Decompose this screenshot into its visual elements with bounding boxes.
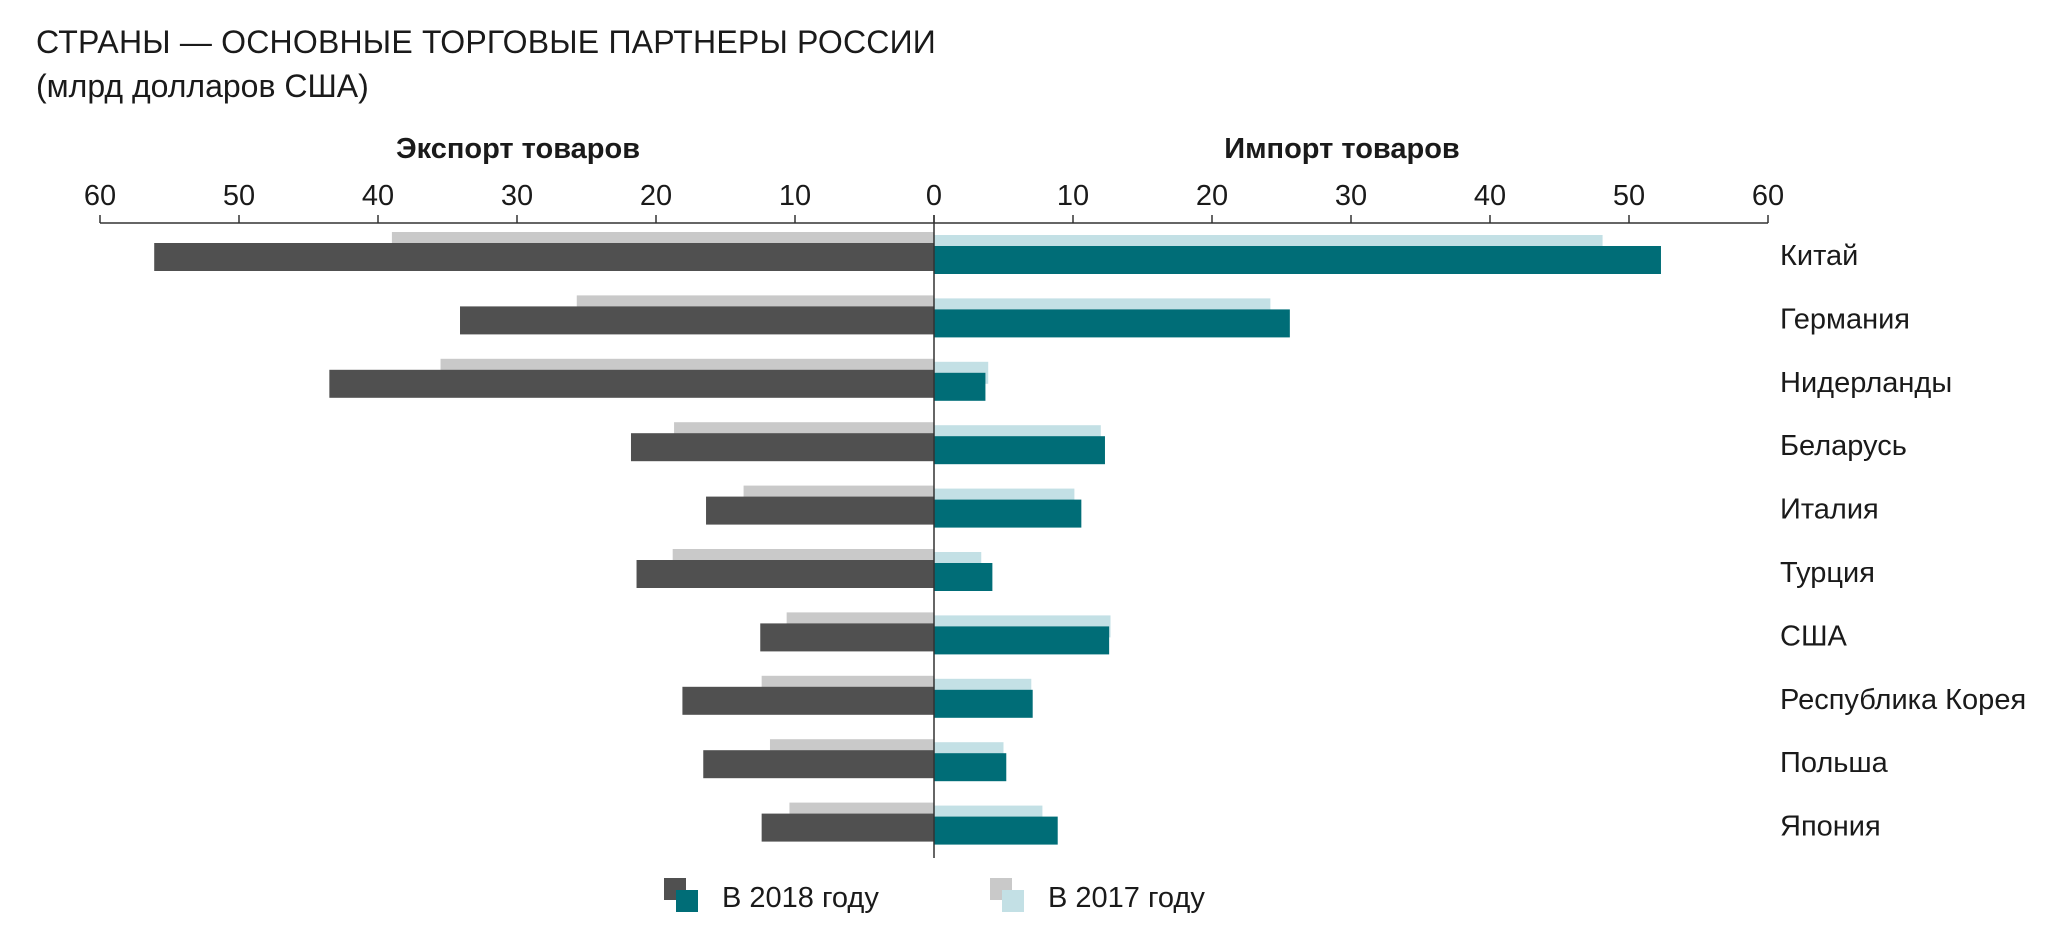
legend-swatch-import xyxy=(1002,890,1024,912)
category-label: Польша xyxy=(1780,747,1889,779)
export-panel-label: Экспорт товаров xyxy=(396,133,640,165)
chart-subtitle: (млрд долларов США) xyxy=(36,68,369,104)
tick-label: 30 xyxy=(1335,180,1367,212)
category-label: Италия xyxy=(1780,494,1879,526)
bar-export-2018 xyxy=(761,813,934,842)
category-label: Республика Корея xyxy=(1780,684,2026,716)
bar-import-2018 xyxy=(934,499,1082,528)
bar-import-2018 xyxy=(934,436,1105,465)
bar-import-2018 xyxy=(934,372,986,401)
tick-label: 50 xyxy=(223,180,255,212)
bar-import-2018 xyxy=(934,246,1661,274)
category-label: Турция xyxy=(1780,557,1875,589)
bar-export-2018 xyxy=(329,369,935,398)
tick-label: 20 xyxy=(1196,180,1228,212)
bar-import-2018 xyxy=(934,753,1007,782)
legend-label-2017: В 2017 году xyxy=(1048,882,1205,914)
bar-export-2018 xyxy=(154,243,934,271)
tick-label: 10 xyxy=(779,180,811,212)
category-label: Германия xyxy=(1780,303,1910,335)
category-label: США xyxy=(1780,620,1848,652)
tick-label: 50 xyxy=(1613,180,1645,212)
bar-import-2018 xyxy=(934,309,1290,338)
tick-label: 40 xyxy=(362,180,394,212)
bar-export-2018 xyxy=(636,560,934,588)
bar-import-2018 xyxy=(934,563,993,591)
tick-label: 20 xyxy=(640,180,672,212)
chart-title: СТРАНЫ — ОСНОВНЫЕ ТОРГОВЫЕ ПАРТНЕРЫ РОСС… xyxy=(36,24,937,60)
legend-label-2018: В 2018 году xyxy=(722,882,879,914)
legend-swatch-import xyxy=(676,890,698,912)
tick-label: 0 xyxy=(926,180,942,212)
bar-import-2018 xyxy=(934,816,1058,845)
category-label: Беларусь xyxy=(1780,430,1907,462)
tick-label: 60 xyxy=(84,180,116,212)
bar-export-2018 xyxy=(703,750,934,779)
import-panel-label: Импорт товаров xyxy=(1224,133,1459,165)
tick-label: 60 xyxy=(1752,180,1784,212)
bar-export-2018 xyxy=(706,496,934,525)
category-label: Китай xyxy=(1780,240,1858,272)
bar-export-2018 xyxy=(460,306,934,335)
bar-import-2018 xyxy=(934,689,1033,718)
bar-export-2018 xyxy=(760,623,934,652)
bar-import-2018 xyxy=(934,626,1110,655)
bar-export-2018 xyxy=(682,686,934,715)
bar-export-2018 xyxy=(630,433,934,462)
tick-label: 10 xyxy=(1057,180,1089,212)
tick-label: 40 xyxy=(1474,180,1506,212)
tick-label: 30 xyxy=(501,180,533,212)
category-label: Япония xyxy=(1780,811,1881,843)
category-label: Нидерланды xyxy=(1780,367,1952,399)
